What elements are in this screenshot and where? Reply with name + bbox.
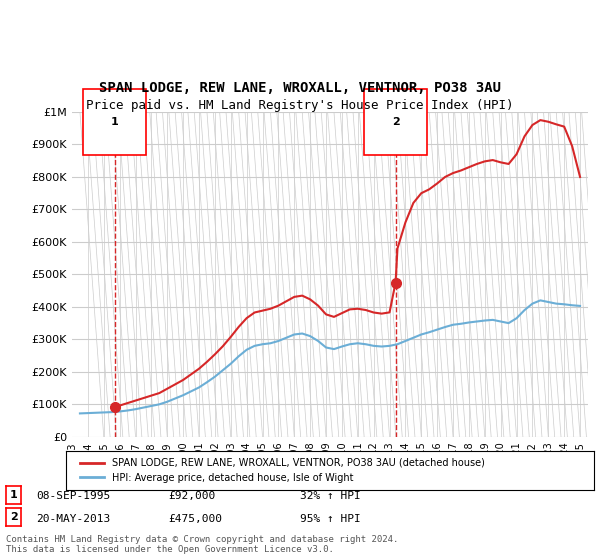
Text: 08-SEP-1995: 08-SEP-1995 — [36, 491, 110, 501]
Text: 2: 2 — [10, 512, 17, 522]
Text: 32% ↑ HPI: 32% ↑ HPI — [300, 491, 361, 501]
Text: Contains HM Land Registry data © Crown copyright and database right 2024.
This d: Contains HM Land Registry data © Crown c… — [6, 535, 398, 554]
Text: 95% ↑ HPI: 95% ↑ HPI — [300, 514, 361, 524]
Text: 2: 2 — [392, 116, 400, 127]
Text: Price paid vs. HM Land Registry's House Price Index (HPI): Price paid vs. HM Land Registry's House … — [86, 99, 514, 112]
Text: £92,000: £92,000 — [168, 491, 215, 501]
Text: 1: 1 — [10, 490, 17, 500]
Text: £475,000: £475,000 — [168, 514, 222, 524]
Text: SPAN LODGE, REW LANE, WROXALL, VENTNOR, PO38 3AU: SPAN LODGE, REW LANE, WROXALL, VENTNOR, … — [99, 81, 501, 95]
Legend: SPAN LODGE, REW LANE, WROXALL, VENTNOR, PO38 3AU (detached house), HPI: Average : SPAN LODGE, REW LANE, WROXALL, VENTNOR, … — [76, 454, 489, 487]
Text: 20-MAY-2013: 20-MAY-2013 — [36, 514, 110, 524]
Text: 1: 1 — [111, 116, 119, 127]
